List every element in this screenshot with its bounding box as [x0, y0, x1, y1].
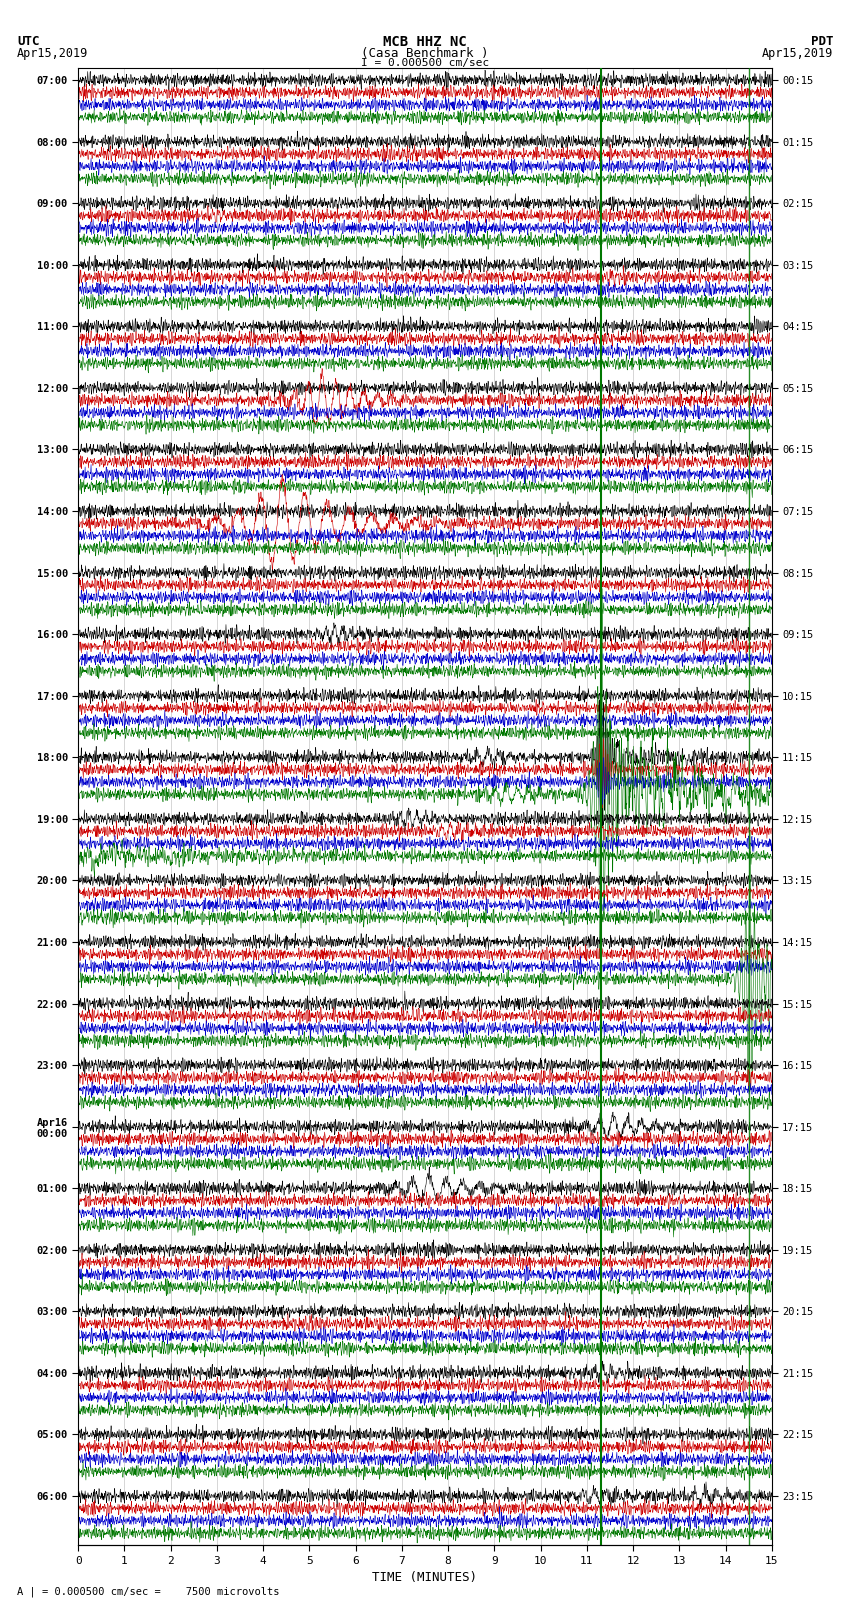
Text: MCB HHZ NC: MCB HHZ NC — [383, 35, 467, 50]
Text: UTC: UTC — [17, 35, 39, 48]
Text: (Casa Benchmark ): (Casa Benchmark ) — [361, 47, 489, 60]
Text: Apr15,2019: Apr15,2019 — [762, 47, 833, 60]
Text: A | = 0.000500 cm/sec =    7500 microvolts: A | = 0.000500 cm/sec = 7500 microvolts — [17, 1586, 280, 1597]
Text: Apr15,2019: Apr15,2019 — [17, 47, 88, 60]
Text: I = 0.000500 cm/sec: I = 0.000500 cm/sec — [361, 58, 489, 68]
X-axis label: TIME (MINUTES): TIME (MINUTES) — [372, 1571, 478, 1584]
Text: PDT: PDT — [811, 35, 833, 48]
